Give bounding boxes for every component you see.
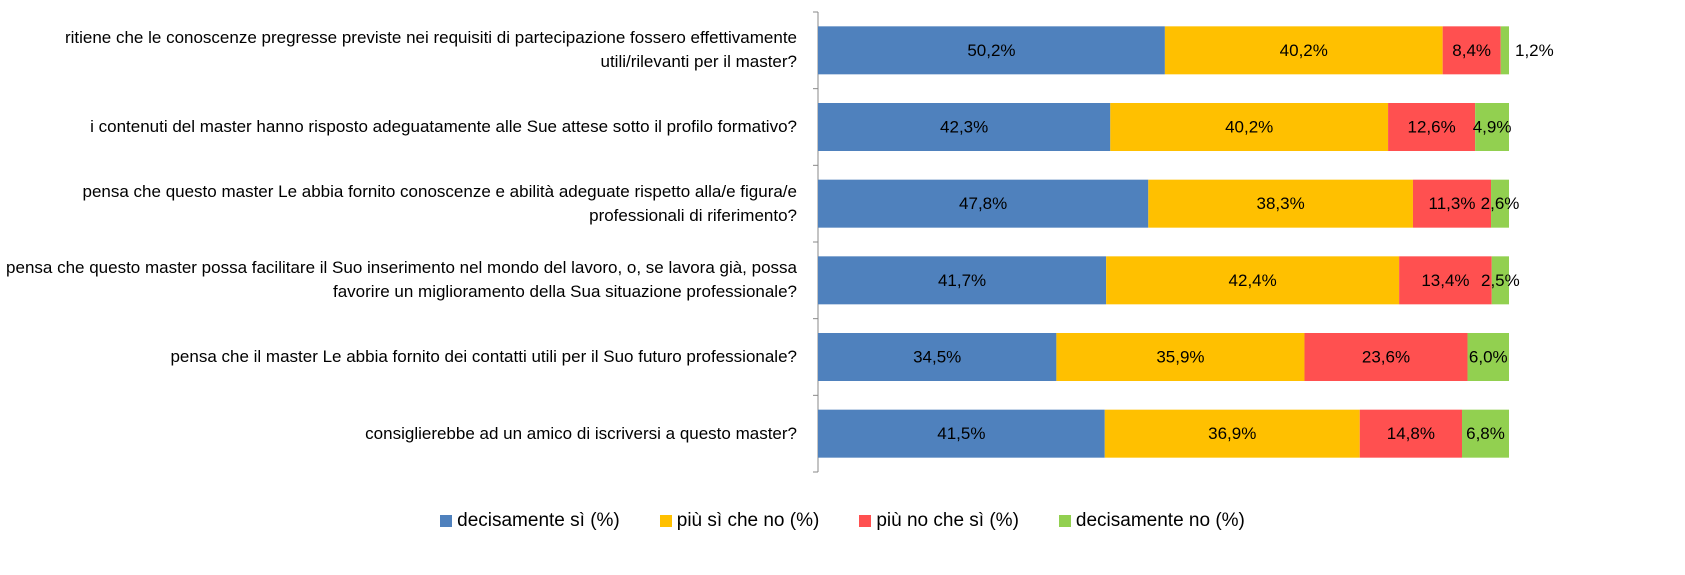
data-label: 34,5% bbox=[913, 347, 961, 366]
data-label: 8,4% bbox=[1452, 41, 1491, 60]
category-label: pensa che il master Le abbia fornito dei… bbox=[170, 347, 797, 366]
bar-segment bbox=[1056, 333, 1305, 381]
legend-swatch bbox=[859, 515, 872, 527]
data-label: 38,3% bbox=[1257, 194, 1305, 213]
data-label: 41,5% bbox=[937, 424, 985, 443]
bar-segment bbox=[818, 256, 1107, 305]
bar-segment bbox=[1500, 26, 1509, 75]
data-label: 47,8% bbox=[959, 194, 1007, 213]
legend-item: più no che sì (%) bbox=[859, 510, 1019, 532]
legend-swatch bbox=[1058, 515, 1071, 527]
legend-label: più sì che no (%) bbox=[676, 510, 820, 531]
legend-swatch bbox=[659, 515, 672, 527]
bar-segment bbox=[1399, 256, 1492, 305]
bar-segment bbox=[818, 409, 1105, 458]
bar-segment bbox=[1412, 179, 1492, 228]
bar-segment bbox=[1164, 26, 1443, 75]
legend-item: più sì che no (%) bbox=[659, 510, 820, 532]
bar-segment bbox=[818, 179, 1149, 228]
bar-segment bbox=[1106, 256, 1400, 305]
bar-segment bbox=[1110, 103, 1389, 151]
category-label: i contenuti del master hanno risposto ad… bbox=[90, 117, 797, 136]
data-label: 41,7% bbox=[938, 271, 986, 290]
bar-segment bbox=[1388, 103, 1476, 151]
category-label: consiglierebbe ad un amico di iscriversi… bbox=[365, 423, 797, 443]
data-label: 6,0% bbox=[1469, 347, 1508, 366]
data-label: 42,3% bbox=[940, 117, 988, 136]
bar-segment bbox=[1475, 103, 1509, 151]
bar-segment bbox=[1467, 333, 1509, 381]
data-label: 12,6% bbox=[1408, 117, 1456, 136]
bar-segment bbox=[818, 26, 1165, 75]
legend-label: decisamente no (%) bbox=[1075, 510, 1245, 531]
data-label: 6,8% bbox=[1466, 424, 1505, 443]
data-label: 40,2% bbox=[1225, 117, 1273, 136]
bar-segment bbox=[1491, 256, 1509, 305]
data-label: 1,2% bbox=[1515, 41, 1554, 60]
bar-segment bbox=[1462, 409, 1509, 458]
data-label: 11,3% bbox=[1429, 194, 1476, 213]
data-label: 50,2% bbox=[967, 41, 1015, 60]
legend-item: decisamente no (%) bbox=[1058, 510, 1245, 532]
legend-label: decisamente sì (%) bbox=[457, 510, 620, 531]
bar-segment bbox=[818, 103, 1111, 151]
bar-segment bbox=[1442, 26, 1501, 75]
data-label: 4,9% bbox=[1473, 117, 1512, 136]
data-label: 2,5% bbox=[1481, 271, 1520, 290]
legend: decisamente sì (%) più sì che no (%) più n… bbox=[0, 510, 1685, 532]
data-label: 14,8% bbox=[1387, 424, 1435, 443]
bar-segment bbox=[1148, 179, 1413, 228]
data-label: 23,6% bbox=[1362, 347, 1410, 366]
plot: 50,2% 40,2% 8,4% 1,2% 42,3% 40,2% 12,6% 4,9% 47,… bbox=[813, 11, 1554, 473]
bar-segment bbox=[1104, 409, 1360, 458]
data-label: 42,4% bbox=[1229, 271, 1277, 290]
data-label: 13,4% bbox=[1421, 271, 1469, 290]
bar-segment bbox=[1359, 409, 1463, 458]
category-label: pensa che questo master Le abbia fornito… bbox=[82, 181, 797, 225]
legend-item: decisamente sì (%) bbox=[440, 510, 620, 532]
data-label: 40,2% bbox=[1280, 41, 1328, 60]
data-label: 2,6% bbox=[1481, 194, 1520, 213]
category-label: pensa che questo master possa facilitare… bbox=[6, 258, 797, 302]
legend-label: più no che sì (%) bbox=[876, 510, 1019, 531]
data-label: 35,9% bbox=[1156, 347, 1204, 366]
legend-swatch bbox=[440, 515, 453, 527]
category-label: ritiene che le conoscenze pregresse prev… bbox=[64, 28, 797, 72]
bar-segment bbox=[1491, 179, 1509, 228]
data-label: 36,9% bbox=[1208, 424, 1256, 443]
bar-segment bbox=[818, 333, 1057, 381]
bar-segment bbox=[1304, 333, 1468, 381]
